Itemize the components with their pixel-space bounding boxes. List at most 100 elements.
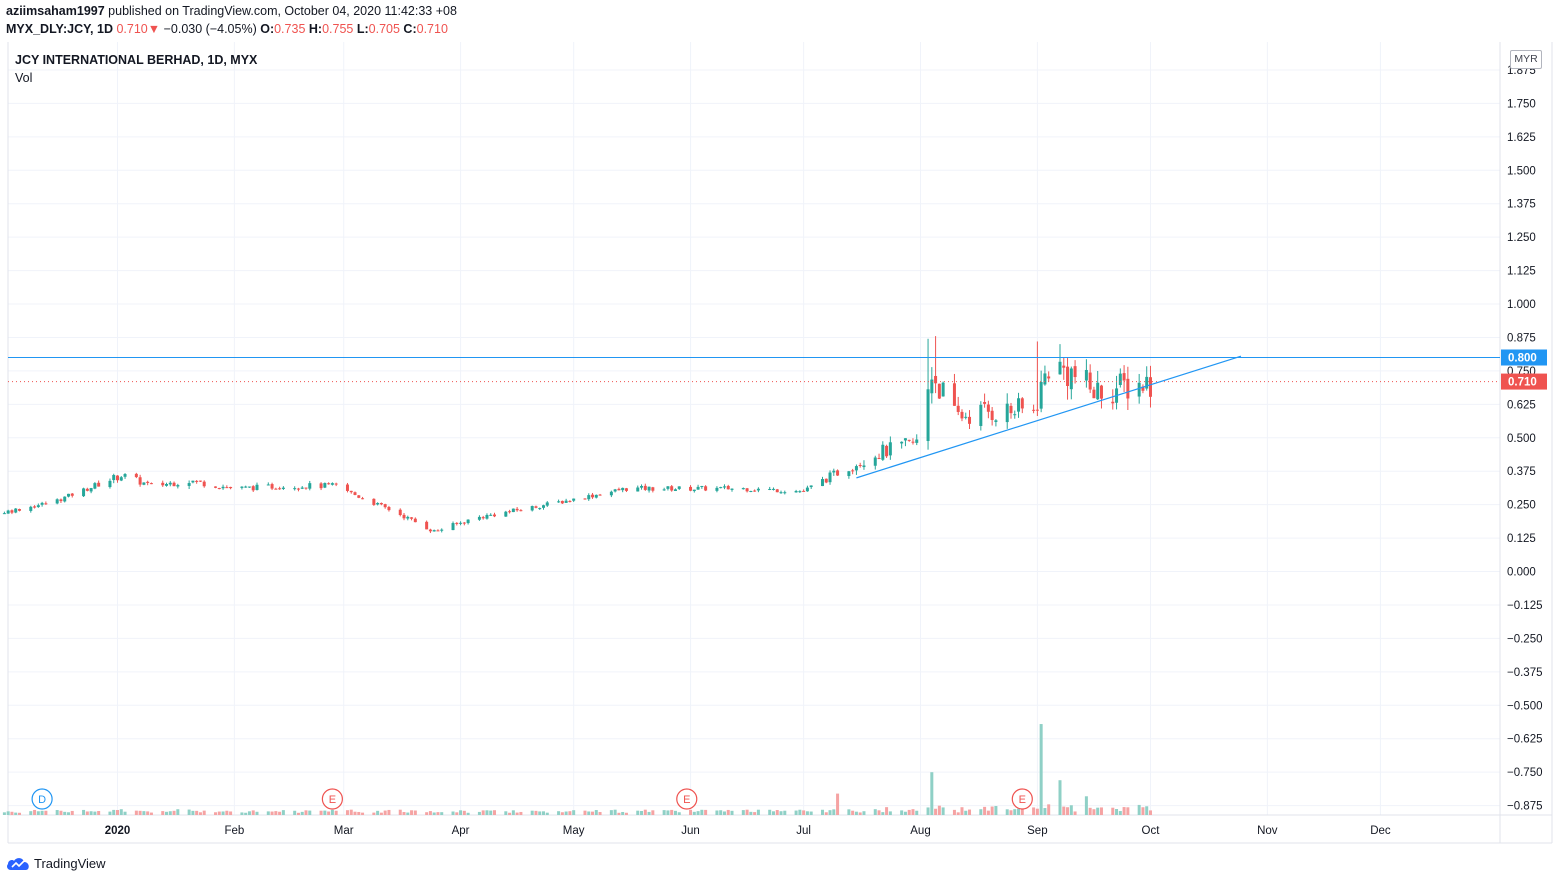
- candle-body: [666, 486, 670, 489]
- publish-info: aziimsaham1997 published on TradingView.…: [6, 4, 457, 18]
- volume-bar: [824, 812, 828, 815]
- price-tick-label: 1.625: [1507, 132, 1536, 144]
- volume-bar: [1137, 804, 1141, 815]
- candle-body: [300, 487, 304, 489]
- tradingview-footer[interactable]: TradingView: [6, 853, 106, 873]
- price-tick-label: 0.500: [1507, 433, 1536, 445]
- volume-bar: [983, 806, 987, 815]
- volume-bar: [873, 809, 877, 815]
- event-marker-letter: E: [329, 794, 336, 806]
- price-change: −0.030 (−4.05%): [163, 22, 257, 36]
- volume-bar: [436, 812, 440, 815]
- candle-body: [440, 529, 444, 531]
- candle-body: [832, 470, 836, 473]
- candle-body: [730, 488, 734, 490]
- candle-body: [824, 478, 828, 483]
- volume-bar: [119, 809, 123, 815]
- volume-bar: [330, 809, 334, 815]
- candle-body: [1084, 369, 1088, 381]
- volume-bar: [40, 810, 44, 815]
- volume-bar: [907, 809, 911, 815]
- volume-bar: [952, 809, 956, 815]
- price-tick-label: −0.625: [1507, 734, 1543, 746]
- time-tick-label: Sep: [1027, 825, 1047, 837]
- volume-bar: [798, 809, 802, 815]
- volume-bar: [134, 810, 138, 815]
- volume-bar: [413, 810, 417, 815]
- candle-body: [247, 486, 251, 488]
- candle-body: [805, 487, 809, 492]
- volume-bar: [715, 810, 719, 815]
- price-tick-label: 0.625: [1507, 399, 1536, 411]
- volume-bar: [1111, 807, 1115, 815]
- volume-bar: [858, 812, 862, 815]
- candle-body: [613, 489, 617, 492]
- candle-body: [798, 491, 802, 493]
- candle-body: [1096, 382, 1100, 400]
- last-price: 0.710: [116, 22, 148, 36]
- candle-body: [572, 498, 576, 501]
- volume-bar: [994, 806, 998, 815]
- price-tick-label: 1.250: [1507, 232, 1536, 244]
- candle-body: [598, 494, 602, 496]
- volume-bar: [741, 810, 745, 815]
- volume-bar: [557, 811, 561, 815]
- volume-bar: [165, 811, 169, 815]
- volume-bar: [1115, 809, 1119, 815]
- candle-body: [538, 508, 542, 510]
- volume-bar: [149, 812, 153, 815]
- volume-legend[interactable]: Vol: [15, 71, 33, 85]
- candle-body: [609, 491, 613, 496]
- volume-bar: [240, 812, 244, 815]
- volume-bar: [941, 807, 945, 815]
- publisher-name[interactable]: aziimsaham1997: [6, 4, 105, 18]
- volume-bar: [960, 807, 964, 815]
- candle-body: [198, 480, 202, 482]
- volume-bar: [591, 811, 595, 815]
- symbol-ohlc: MYX_DLY:JCY, 1D 0.710▼ −0.030 (−4.05%) O…: [6, 22, 448, 36]
- candle-body: [828, 472, 832, 483]
- volume-bar: [191, 810, 195, 815]
- currency-button[interactable]: MYR: [1510, 50, 1542, 69]
- candle-body: [97, 482, 101, 487]
- event-marker-circle: [1011, 788, 1033, 810]
- price-tick-label: 1.500: [1507, 165, 1536, 177]
- volume-bar: [519, 811, 523, 815]
- volume-bar: [406, 812, 410, 815]
- volume-bar: [123, 811, 127, 815]
- cloud-logo-icon: [7, 857, 29, 870]
- volume-bar: [349, 809, 353, 815]
- event-marker-circle: [31, 788, 53, 810]
- candle-body: [168, 482, 172, 485]
- volume-bar: [485, 810, 489, 815]
- candle-body: [29, 506, 33, 511]
- candle-body: [968, 416, 972, 424]
- candle-body: [930, 379, 934, 394]
- volume-bar: [915, 810, 919, 815]
- volume-bar: [225, 810, 229, 815]
- candle-body: [36, 505, 40, 508]
- candle-body: [979, 404, 983, 426]
- volume-bar: [255, 811, 259, 815]
- candle-body: [195, 480, 199, 482]
- candle-body: [749, 490, 753, 492]
- volume-bar: [198, 812, 202, 815]
- time-tick-label: Jul: [796, 825, 811, 837]
- candle-body: [308, 483, 312, 489]
- last-price-tag-label: 0.710: [1508, 377, 1537, 389]
- price-tick-label: 0.125: [1507, 533, 1536, 545]
- chart-legend-title[interactable]: JCY INTERNATIONAL BERHAD, 1D, MYX: [15, 53, 258, 67]
- candle-body: [1118, 373, 1122, 385]
- candle-body: [387, 507, 391, 511]
- volume-bar: [956, 812, 960, 815]
- volume-bar: [1084, 796, 1088, 815]
- candle-body: [858, 465, 862, 467]
- candle-body: [134, 473, 138, 478]
- candle-body: [466, 519, 470, 524]
- volume-bar: [459, 810, 463, 815]
- candle-body: [319, 483, 323, 489]
- volume-bar: [564, 811, 568, 815]
- open-value: 0.735: [274, 22, 306, 36]
- volume-bar: [809, 811, 813, 815]
